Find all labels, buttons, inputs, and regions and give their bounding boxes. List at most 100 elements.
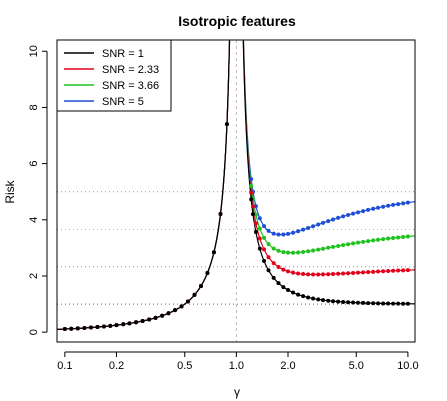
series-4-point-54: [371, 206, 376, 211]
y-tick-label: 2: [28, 273, 40, 279]
series-1-point-43: [316, 297, 321, 302]
series-2-point-41: [306, 272, 311, 277]
series-3-point-38: [291, 250, 296, 255]
series-1-point-2: [69, 326, 74, 331]
series-2-point-50: [351, 270, 356, 275]
series-3-point-61: [405, 234, 410, 239]
series-1-point-23: [205, 271, 210, 276]
series-3-point-60: [401, 234, 406, 239]
series-1-point-46: [331, 299, 336, 304]
series-1-point-4: [82, 325, 87, 330]
series-3-point-36: [281, 250, 286, 255]
series-1-point-41: [306, 295, 311, 300]
series-4-point-32: [262, 224, 267, 229]
series-1-point-16: [160, 313, 165, 318]
series-2-point-29: [250, 204, 255, 209]
series-4-point-56: [381, 204, 386, 209]
series-1-point-49: [346, 300, 351, 305]
legend-label-4: SNR = 5: [102, 96, 144, 108]
series-3-point-45: [326, 245, 331, 250]
x-tick-label: 1.0: [229, 360, 244, 372]
series-4-point-40: [301, 227, 306, 232]
series-1-point-57: [386, 301, 391, 306]
series-1-point-18: [173, 308, 178, 313]
series-3-point-33: [266, 242, 271, 247]
series-2-point-56: [381, 269, 386, 274]
series-4-point-59: [396, 202, 401, 207]
legend: SNR = 1 SNR = 2.33 SNR = 3.66 SNR = 5: [56, 39, 172, 112]
series-1-point-34: [271, 275, 276, 280]
series-1-point-5: [88, 325, 93, 330]
series-1-point-45: [326, 298, 331, 303]
series-1-point-3: [75, 326, 80, 331]
series-2-point-42: [311, 272, 316, 277]
series-4-point-36: [281, 232, 286, 237]
series-1-point-48: [341, 299, 346, 304]
series-4-point-44: [321, 220, 326, 225]
series-4-point-50: [351, 211, 356, 216]
series-line-3-right: [242, 40, 415, 254]
series-1-point-28: [249, 197, 254, 202]
y-tick-label: 4: [28, 217, 40, 223]
series-4-point-39: [296, 229, 301, 234]
series-3-point-44: [321, 246, 326, 251]
series-3-point-57: [386, 236, 391, 241]
series-1-point-33: [266, 268, 271, 273]
series-1-point-56: [381, 301, 386, 306]
series-1-point-9: [114, 323, 119, 328]
series-2-point-58: [391, 268, 396, 273]
series-1-point-26: [224, 122, 229, 127]
series-2-point-52: [361, 270, 366, 275]
legend-box: [56, 39, 172, 112]
series-4-point-28: [249, 177, 254, 182]
series-1-point-14: [147, 317, 152, 322]
series-line-4-right: [242, 40, 415, 236]
series-1-point-53: [366, 301, 371, 306]
series-1-point-44: [321, 298, 326, 303]
series-3-point-56: [381, 237, 386, 242]
series-4-point-61: [405, 200, 410, 205]
series-2-point-44: [321, 272, 326, 277]
series-3-point-39: [296, 250, 301, 255]
series-3-point-48: [341, 243, 346, 248]
series-4-point-48: [341, 214, 346, 219]
series-3-point-47: [336, 243, 341, 248]
y-tick-label: 8: [28, 104, 40, 110]
series-2-point-53: [366, 270, 371, 275]
series-2-point-33: [266, 255, 271, 260]
series-1-point-32: [262, 259, 267, 264]
series-1-point-17: [166, 311, 171, 316]
series-1-point-39: [296, 292, 301, 297]
x-tick-label: 10.0: [397, 360, 418, 372]
chart-title: Isotropic features: [178, 13, 296, 29]
series-3-point-31: [257, 226, 262, 231]
series-2-point-28: [249, 190, 254, 195]
series-3-point-46: [331, 244, 336, 249]
series-2-point-57: [386, 269, 391, 274]
series-1-point-59: [396, 301, 401, 306]
series-4-point-41: [306, 225, 311, 230]
series-line-1-left: [57, 40, 231, 330]
series-3-point-54: [371, 238, 376, 243]
x-tick-label: 0.1: [57, 360, 72, 372]
series-3-point-52: [361, 239, 366, 244]
series-1-point-54: [371, 301, 376, 306]
series-2-point-31: [257, 236, 262, 241]
series-1-point-22: [199, 283, 204, 288]
series-2-point-38: [291, 270, 296, 275]
x-tick-label: 5.0: [349, 360, 364, 372]
series-4-point-31: [257, 216, 262, 221]
series-1-point-40: [301, 294, 306, 299]
series-1-point-15: [153, 315, 158, 320]
series-2-point-55: [376, 269, 381, 274]
series-1-point-61: [405, 301, 410, 306]
series-4-point-49: [346, 212, 351, 217]
series-1-point-19: [179, 304, 184, 309]
series-3-point-43: [316, 247, 321, 252]
series-1-point-50: [351, 300, 356, 305]
y-tick-label: 0: [28, 329, 40, 335]
series-2-point-43: [316, 272, 321, 277]
series-line-2-right: [242, 40, 415, 276]
series-2-point-35: [276, 264, 281, 269]
